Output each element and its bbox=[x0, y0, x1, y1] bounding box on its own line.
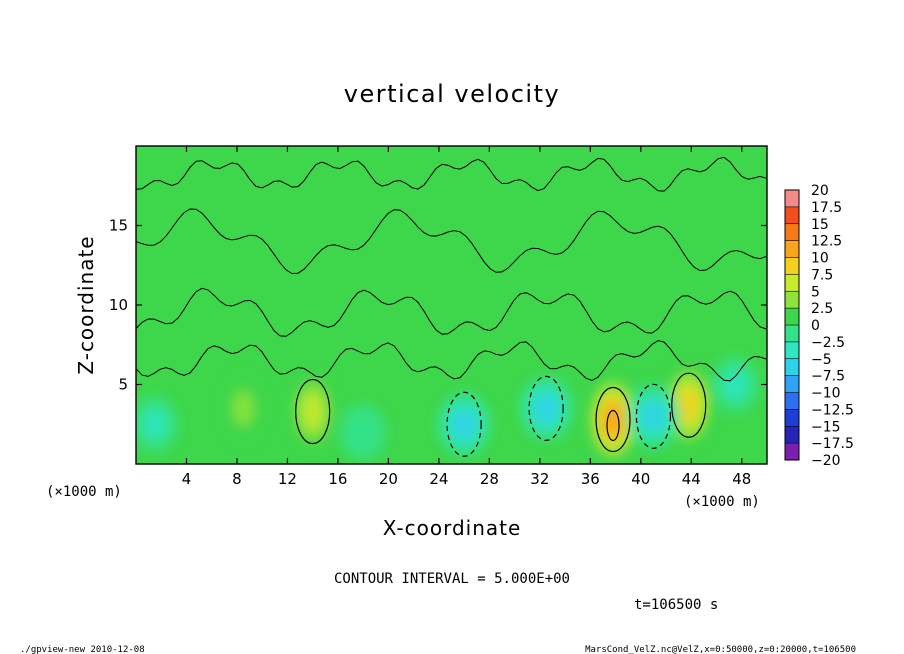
footer-right: MarsCond_VelZ.nc@VelZ,x=0:50000,z=0:2000… bbox=[585, 645, 856, 654]
colorbar-bin bbox=[785, 190, 799, 207]
y-tick-label: 15 bbox=[109, 217, 128, 235]
colorbar-bin bbox=[785, 341, 799, 359]
field-blob bbox=[602, 401, 624, 438]
contour-lines bbox=[136, 156, 767, 457]
x-tick-label: 20 bbox=[379, 470, 398, 488]
field-blob bbox=[723, 370, 748, 399]
colorbar-label: 15 bbox=[811, 217, 829, 233]
colorbar-bin bbox=[785, 257, 799, 275]
x-tick-label: 44 bbox=[682, 470, 701, 488]
colorbar-label: 5 bbox=[811, 284, 820, 300]
field-blob bbox=[534, 393, 559, 423]
contour-line bbox=[635, 383, 672, 449]
colorbar-label: −17.5 bbox=[811, 436, 854, 452]
field-blob bbox=[678, 387, 700, 423]
colorbar-label: −12.5 bbox=[811, 402, 854, 418]
x-tick-label: 40 bbox=[631, 470, 650, 488]
colorbar-label: 2.5 bbox=[811, 301, 833, 317]
colorbar-label: 20 bbox=[811, 183, 829, 199]
contour-line bbox=[136, 340, 767, 382]
colorbar-bin bbox=[785, 308, 799, 325]
contour-line bbox=[446, 391, 482, 457]
colorbar-bin bbox=[785, 240, 799, 258]
colorbar-label: −7.5 bbox=[811, 369, 845, 385]
colorbar-bin bbox=[785, 223, 799, 241]
contour-line bbox=[136, 208, 767, 275]
colorbar-label: 17.5 bbox=[811, 200, 842, 216]
colorbar-label: 12.5 bbox=[811, 234, 842, 250]
contour-line bbox=[295, 378, 331, 445]
colorbar: −20−17.5−15−12.5−10−7.5−5−2.502.557.5101… bbox=[784, 183, 854, 469]
colorbar-bin bbox=[785, 358, 799, 376]
contour-line bbox=[136, 156, 767, 192]
time-label: t=106500 s bbox=[634, 597, 718, 613]
x-tick-label: 24 bbox=[429, 470, 448, 488]
colorbar-bin bbox=[785, 392, 799, 410]
footer-left: ./gpview-new 2010-12-08 bbox=[20, 645, 145, 654]
colorbar-label: −10 bbox=[811, 386, 841, 402]
contour-line bbox=[606, 409, 620, 442]
colorbar-label: 0 bbox=[811, 318, 820, 334]
colorbar-label: 10 bbox=[811, 251, 829, 267]
colorbar-bin bbox=[785, 443, 799, 460]
x-axis-label: X-coordinate bbox=[383, 516, 522, 540]
y-tick-label: 5 bbox=[118, 376, 128, 394]
y-tick-label: 10 bbox=[109, 296, 128, 314]
x-tick-label: 28 bbox=[480, 470, 499, 488]
contour-line bbox=[528, 375, 564, 441]
colorbar-bin bbox=[785, 274, 799, 292]
colorbar-bin bbox=[785, 375, 799, 393]
field-blob bbox=[302, 393, 324, 430]
x-tick-label: 48 bbox=[732, 470, 751, 488]
x-tick-label: 8 bbox=[232, 470, 242, 488]
colorbar-bin bbox=[785, 206, 799, 224]
contour-line bbox=[671, 372, 707, 438]
field-blob bbox=[351, 417, 376, 447]
field-blob bbox=[641, 401, 666, 431]
x-axis: 4 8 12 16 20 24 28 32 36 40 44 48 bbox=[182, 146, 751, 488]
colorbar-bin bbox=[785, 426, 799, 444]
colorbar-label: −15 bbox=[811, 419, 841, 435]
field-blob bbox=[142, 409, 167, 439]
colorbar-label: −5 bbox=[811, 352, 832, 368]
contour-line bbox=[595, 386, 631, 453]
y-axis-label: Z-coordinate bbox=[74, 235, 98, 374]
colorbar-label: −2.5 bbox=[811, 335, 845, 351]
field-blob bbox=[232, 390, 254, 426]
x-tick-label: 4 bbox=[182, 470, 192, 488]
field-blob bbox=[452, 409, 477, 439]
colorbar-bin bbox=[785, 291, 799, 309]
x-tick-label: 32 bbox=[530, 470, 549, 488]
colorbar-label: −20 bbox=[811, 453, 841, 469]
contour-line bbox=[136, 287, 767, 337]
chart-title: vertical velocity bbox=[344, 80, 560, 108]
x-unit-right: (×1000 m) bbox=[684, 494, 760, 510]
x-unit-left: (×1000 m) bbox=[46, 484, 122, 500]
contour-interval-label: CONTOUR INTERVAL = 5.000E+00 bbox=[334, 571, 570, 587]
x-tick-label: 36 bbox=[581, 470, 600, 488]
y-axis: 5 10 15 bbox=[109, 217, 767, 394]
colorbar-label: 7.5 bbox=[811, 267, 833, 283]
colorbar-bin bbox=[785, 409, 799, 427]
plot-area bbox=[136, 146, 767, 464]
colorbar-bin bbox=[785, 325, 799, 342]
x-tick-label: 16 bbox=[328, 470, 347, 488]
x-tick-label: 12 bbox=[278, 470, 297, 488]
